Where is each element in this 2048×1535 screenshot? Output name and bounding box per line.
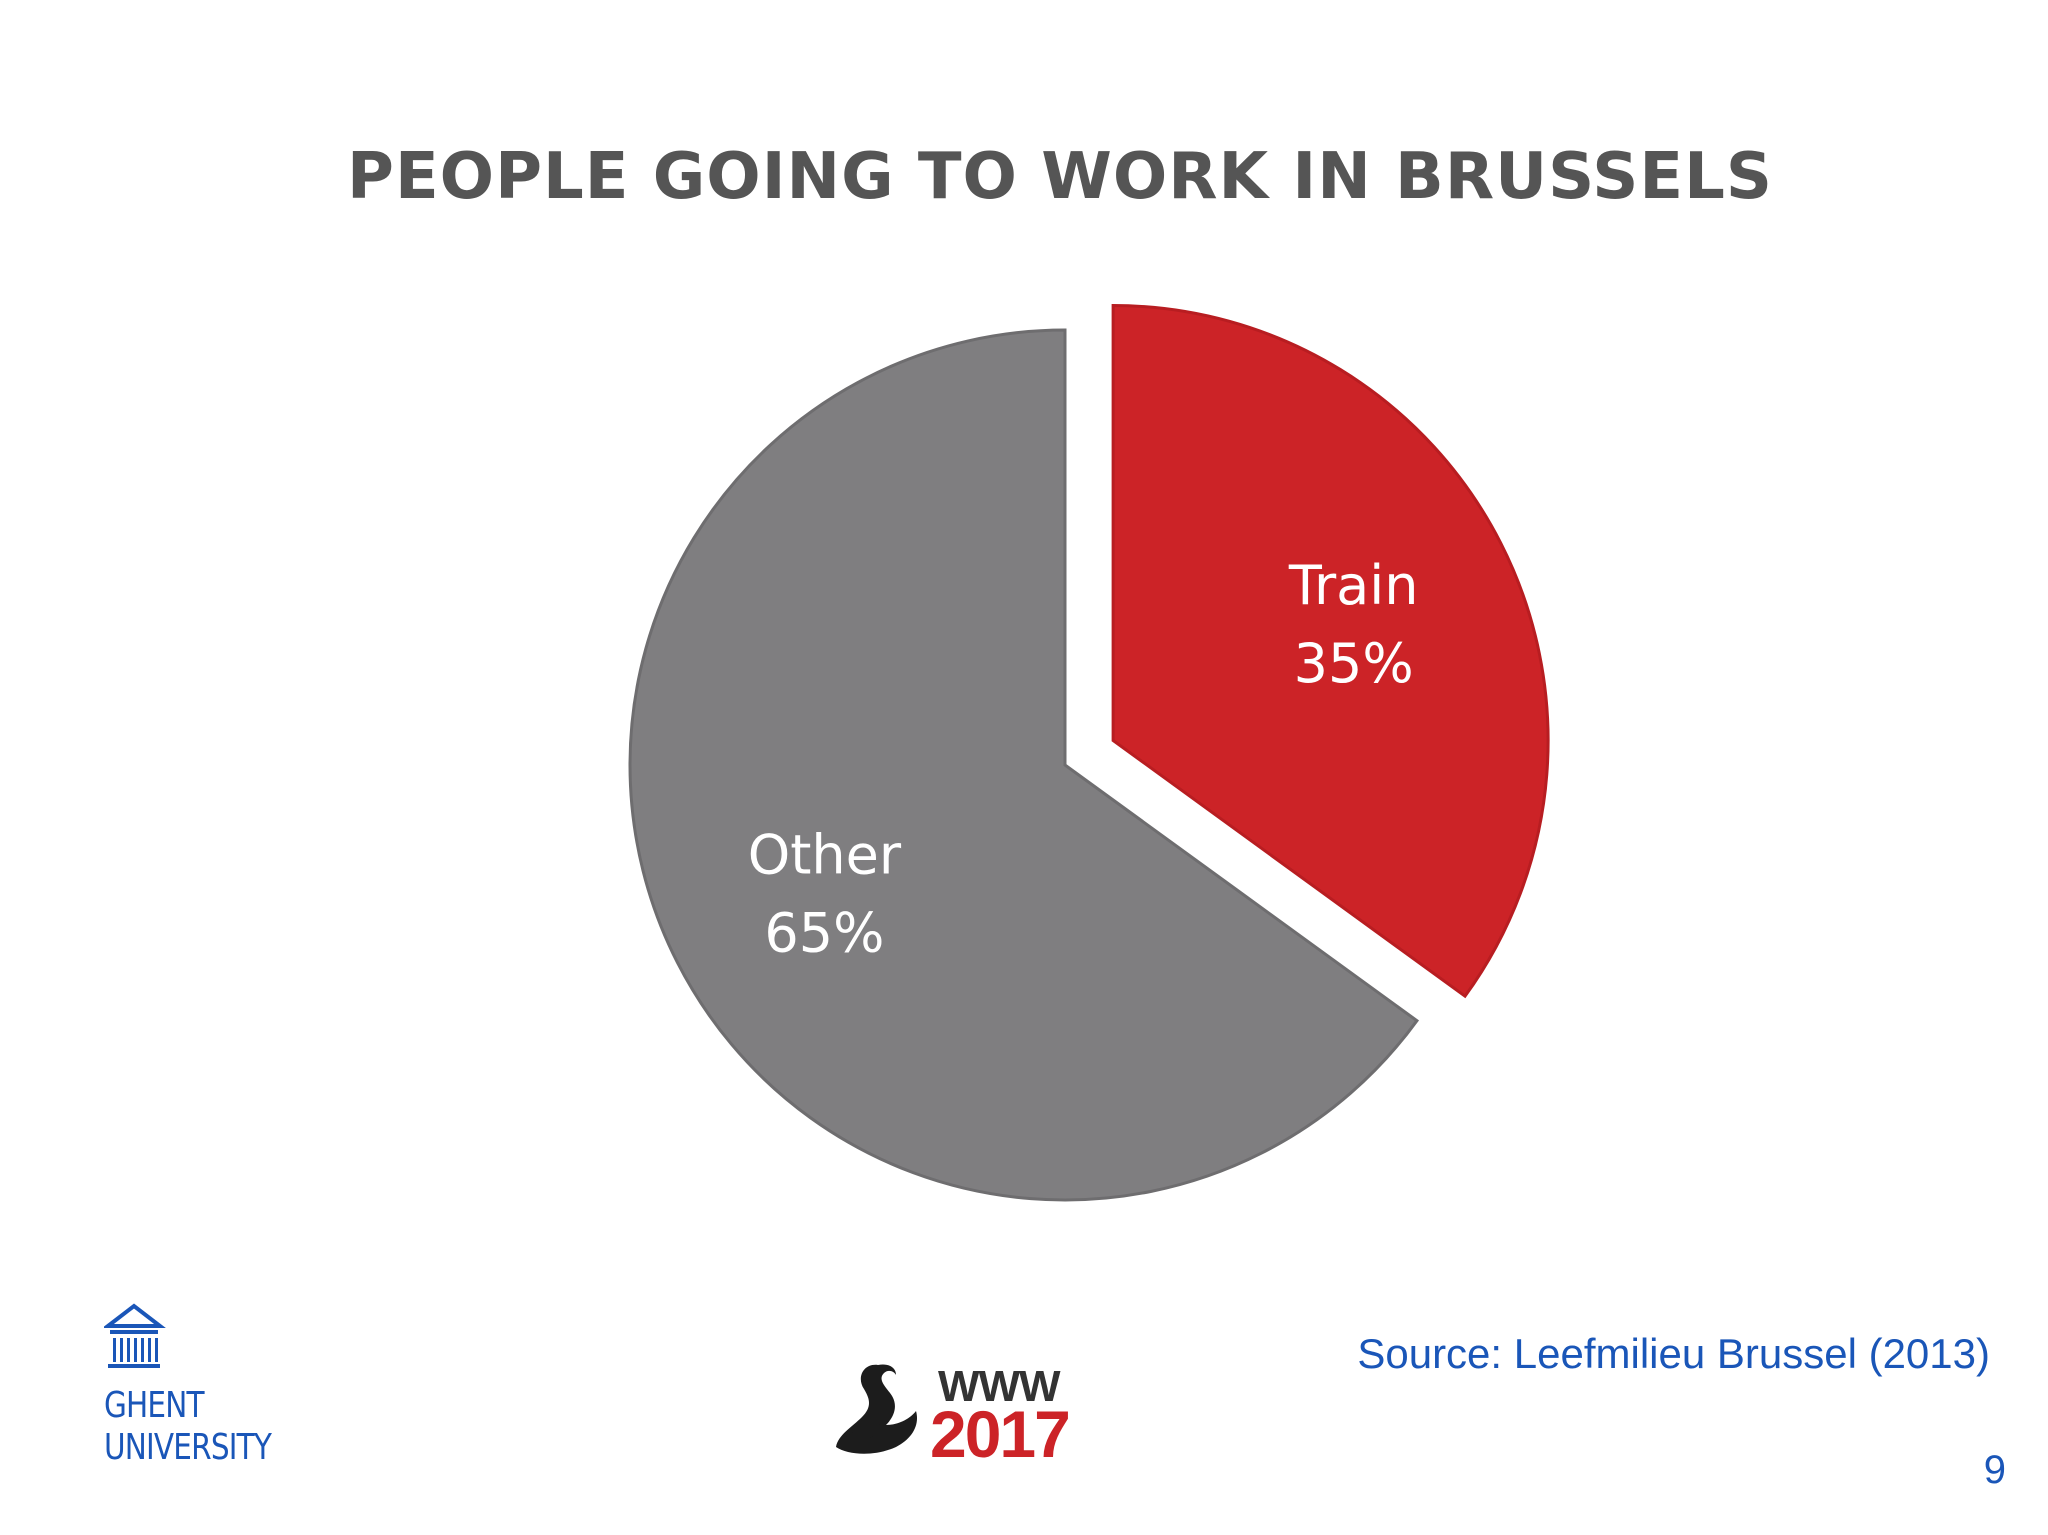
university-name-line2: UNIVERSITY	[104, 1427, 272, 1468]
pie-slice-other	[628, 328, 1420, 1202]
conference-logo-line2: 2017	[930, 1397, 1069, 1465]
university-name-line1: GHENT	[104, 1385, 205, 1426]
swan-icon	[836, 1364, 918, 1454]
slice-name-label-other: Other	[748, 824, 902, 887]
conference-logo: WWW 2017	[836, 1362, 1071, 1465]
slice-value-label-other: 65%	[764, 902, 884, 965]
slice-name-label-train: Train	[1288, 554, 1419, 617]
page-number: 9	[1983, 1448, 2006, 1492]
conference-logo-line1: WWW	[938, 1362, 1061, 1411]
source-note: Source: Leefmilieu Brussel (2013)	[1357, 1330, 1990, 1377]
pie-slice-train	[1111, 303, 1550, 999]
building-icon	[104, 1303, 166, 1368]
chart-title: PEOPLE GOING TO WORK IN BRUSSELS	[347, 140, 1773, 214]
slice-value-label-train: 35%	[1294, 632, 1414, 695]
